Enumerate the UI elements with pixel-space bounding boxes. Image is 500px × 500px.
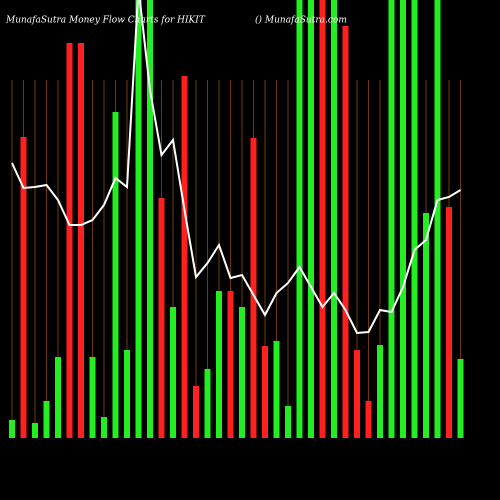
bar [135,0,142,438]
bar [170,307,176,438]
bar [319,0,326,438]
bar [423,213,429,438]
bar [89,357,96,438]
bar [239,307,245,438]
bar [446,207,452,438]
bar [250,138,257,438]
bar [43,401,50,438]
bar [377,345,383,438]
bar [285,406,291,438]
bar [158,198,165,438]
bar [400,0,406,438]
bar [181,76,188,438]
bar [388,0,395,438]
bar [20,137,27,438]
bar [342,26,349,438]
bar [55,357,61,438]
bar [66,43,73,438]
bar [147,0,153,438]
bar [101,417,107,438]
bar [457,359,464,438]
bar [112,112,119,438]
bar [216,291,222,438]
chart-title: MunafaSutra Money Flow Charts for HIKIT [5,16,206,26]
money-flow-line [11,0,462,335]
bar [411,0,418,438]
bar [9,420,15,438]
bar [354,350,360,438]
bar [331,0,337,438]
bar [434,0,441,438]
bar [204,369,211,438]
bar [296,0,303,438]
bar [124,350,130,438]
bar [273,341,280,438]
bar [365,401,372,438]
bar [227,291,234,438]
bar [32,423,38,438]
bar [78,43,84,438]
chart-subtitle: () MunafaSutra.com [255,15,347,26]
bar [308,0,314,438]
bar [193,386,199,438]
bar [262,346,268,438]
